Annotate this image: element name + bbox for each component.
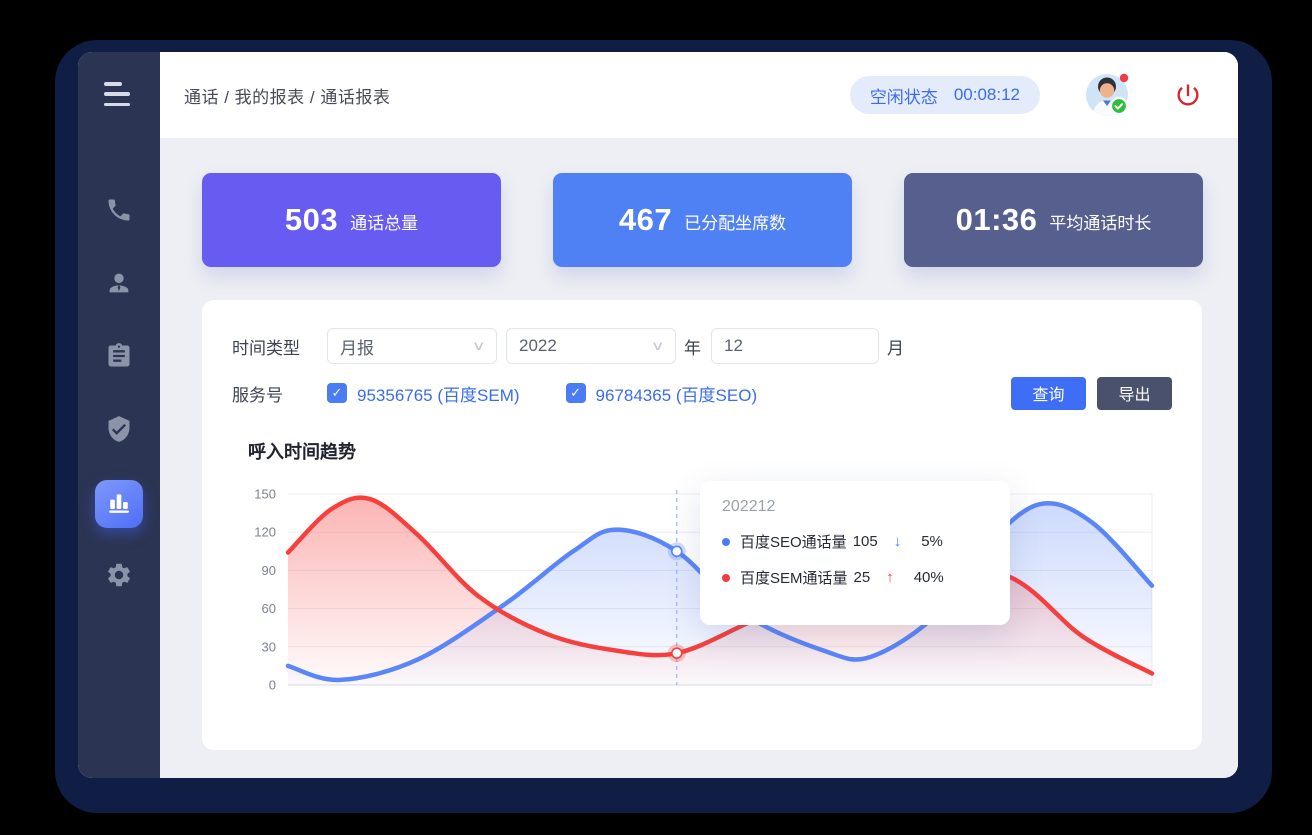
time-type-select[interactable]: 月报 ∨: [327, 328, 497, 364]
app-window: 通话 / 我的报表 / 通话报表 空闲状态 00:08:12: [78, 52, 1238, 778]
query-button[interactable]: 查询: [1011, 376, 1086, 410]
sidebar-item-analytics[interactable]: [95, 480, 143, 528]
stat-card-assigned-agents: 467 已分配坐席数: [553, 173, 852, 267]
sidebar-item-security[interactable]: [95, 407, 143, 455]
main-area: 通话 / 我的报表 / 通话报表 空闲状态 00:08:12: [160, 52, 1238, 778]
stat-value: 503: [284, 202, 339, 237]
topbar: 通话 / 我的报表 / 通话报表 空闲状态 00:08:12: [160, 52, 1238, 138]
arrow-down-icon: ↓: [893, 533, 902, 550]
report-panel: 时间类型 月报 ∨ 2022 ∨ 年 月: [202, 300, 1202, 750]
series-change: 40%: [913, 569, 944, 586]
content: 503 通话总量 467 已分配坐席数 01:36 平均通话时长 时: [160, 138, 1238, 750]
power-icon[interactable]: [1174, 81, 1202, 109]
time-type-label: 时间类型: [232, 338, 300, 358]
arrow-up-icon: ↑: [886, 569, 894, 586]
chart-title: 呼入时间趋势: [248, 442, 356, 462]
bar-chart-icon: [105, 488, 133, 521]
y-axis-tick: 90: [262, 563, 276, 578]
phone-icon: [105, 196, 133, 229]
service-option-label: 95356765 (百度SEM): [357, 385, 520, 405]
menu-icon[interactable]: [104, 82, 134, 106]
year-value: 2022: [519, 336, 557, 355]
y-axis-tick: 60: [262, 601, 276, 616]
data-point-marker[interactable]: [670, 545, 683, 558]
series-value: 25: [853, 569, 871, 586]
year-unit: 年: [684, 338, 701, 358]
stat-label: 平均通话时长: [1049, 214, 1152, 233]
shield-check-icon: [105, 415, 133, 448]
y-axis-tick: 0: [269, 678, 276, 693]
status-timer: 00:08:12: [953, 85, 1020, 104]
breadcrumb: 通话 / 我的报表 / 通话报表: [184, 87, 391, 107]
stat-cards: 503 通话总量 467 已分配坐席数 01:36 平均通话时长: [202, 173, 1238, 267]
notification-dot: [1119, 73, 1129, 83]
sidebar: [78, 52, 160, 778]
month-unit: 月: [887, 338, 904, 358]
checkbox-checked-icon: ✓: [327, 383, 347, 403]
tooltip-row-seo: 百度SEO通话量 105 ↓ 5%: [722, 531, 988, 552]
series-dot-blue: [722, 537, 730, 546]
sidebar-item-reports[interactable]: [95, 334, 143, 382]
sidebar-nav: [95, 188, 143, 601]
agent-icon: [105, 269, 133, 302]
sidebar-item-calls[interactable]: [95, 188, 143, 236]
stat-card-total-calls: 503 通话总量: [202, 173, 501, 267]
series-label: 百度SEO通话量: [740, 534, 847, 551]
service-filter-row: 服务号 ✓ 95356765 (百度SEM) ✓ 96784365 (百度SEO…: [232, 375, 1172, 411]
tooltip-period: 202212: [722, 498, 776, 515]
stat-value: 467: [618, 202, 673, 237]
export-button[interactable]: 导出: [1097, 376, 1172, 410]
y-axis-tick: 30: [262, 639, 276, 654]
chart-tooltip: 202212 百度SEO通话量 105 ↓ 5% 百度SEM通话量 25: [700, 481, 1010, 625]
stat-label: 已分配坐席数: [684, 214, 787, 233]
area-fill: [288, 497, 1152, 685]
sidebar-item-settings[interactable]: [95, 553, 143, 601]
year-select[interactable]: 2022 ∨: [506, 328, 676, 364]
chevron-down-icon: ∨: [472, 338, 487, 353]
service-label: 服务号: [232, 385, 283, 405]
sidebar-item-agents[interactable]: [95, 261, 143, 309]
device-frame: 通话 / 我的报表 / 通话报表 空闲状态 00:08:12: [55, 40, 1272, 813]
service-checkbox-sem[interactable]: ✓ 95356765 (百度SEM): [327, 381, 520, 406]
month-input[interactable]: [711, 328, 879, 364]
series-change: 5%: [921, 533, 943, 550]
series-value: 105: [852, 533, 878, 550]
time-filter-row: 时间类型 月报 ∨ 2022 ∨ 年 月: [232, 328, 1172, 364]
y-axis-tick: 120: [254, 525, 276, 540]
series-dot-red: [722, 573, 730, 582]
avatar[interactable]: [1086, 73, 1132, 117]
service-option-label: 96784365 (百度SEO): [595, 385, 758, 405]
stat-card-avg-duration: 01:36 平均通话时长: [904, 173, 1203, 267]
series-label: 百度SEM通话量: [740, 570, 848, 587]
checkbox-checked-icon: ✓: [565, 383, 586, 403]
gear-icon: [105, 561, 133, 594]
stat-label: 通话总量: [350, 214, 419, 233]
stat-value: 01:36: [955, 202, 1038, 237]
tooltip-row-sem: 百度SEM通话量 25 ↑ 40%: [722, 567, 988, 588]
chevron-down-icon: ∨: [651, 338, 666, 353]
data-point-marker[interactable]: [670, 647, 683, 659]
report-icon: [105, 342, 133, 375]
y-axis-tick: 150: [254, 487, 276, 502]
status-label: 空闲状态: [869, 87, 938, 107]
service-checkbox-seo[interactable]: ✓ 96784365 (百度SEO): [565, 381, 758, 406]
agent-status-badge[interactable]: 空闲状态 00:08:12: [849, 76, 1040, 114]
time-type-value: 月报: [340, 338, 374, 358]
